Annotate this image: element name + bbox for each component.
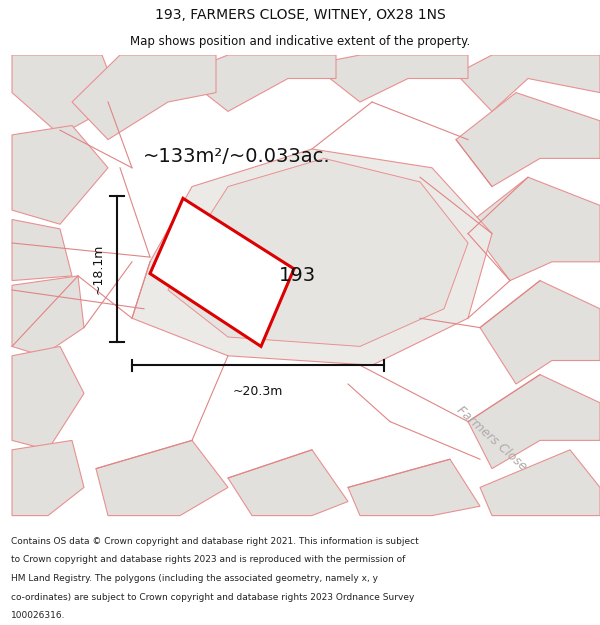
Text: 193: 193 [278, 266, 316, 286]
Polygon shape [132, 149, 492, 365]
Text: Map shows position and indicative extent of the property.: Map shows position and indicative extent… [130, 35, 470, 48]
Polygon shape [12, 55, 120, 135]
Polygon shape [456, 92, 600, 187]
Polygon shape [480, 281, 600, 384]
Polygon shape [312, 55, 468, 102]
Text: 193, FARMERS CLOSE, WITNEY, OX28 1NS: 193, FARMERS CLOSE, WITNEY, OX28 1NS [155, 8, 445, 22]
Polygon shape [228, 450, 348, 516]
Polygon shape [480, 450, 600, 516]
Text: 100026316.: 100026316. [11, 611, 65, 620]
Polygon shape [456, 55, 600, 111]
Polygon shape [468, 374, 600, 469]
Polygon shape [468, 177, 600, 281]
Polygon shape [12, 219, 72, 281]
Polygon shape [96, 441, 228, 516]
Text: to Crown copyright and database rights 2023 and is reproduced with the permissio: to Crown copyright and database rights 2… [11, 556, 405, 564]
Text: Farmers Close: Farmers Close [454, 403, 530, 473]
Polygon shape [72, 55, 216, 139]
Polygon shape [168, 158, 468, 346]
Polygon shape [348, 459, 480, 516]
Text: Contains OS data © Crown copyright and database right 2021. This information is : Contains OS data © Crown copyright and d… [11, 537, 419, 546]
Polygon shape [150, 198, 294, 346]
Text: ~133m²/~0.033ac.: ~133m²/~0.033ac. [143, 146, 331, 166]
Text: co-ordinates) are subject to Crown copyright and database rights 2023 Ordnance S: co-ordinates) are subject to Crown copyr… [11, 592, 414, 601]
Text: ~18.1m: ~18.1m [91, 244, 104, 294]
Text: ~20.3m: ~20.3m [233, 384, 283, 398]
Polygon shape [12, 346, 84, 450]
Polygon shape [12, 276, 84, 356]
Text: HM Land Registry. The polygons (including the associated geometry, namely x, y: HM Land Registry. The polygons (includin… [11, 574, 378, 583]
Polygon shape [12, 441, 84, 516]
Polygon shape [180, 55, 336, 111]
Polygon shape [12, 126, 108, 224]
